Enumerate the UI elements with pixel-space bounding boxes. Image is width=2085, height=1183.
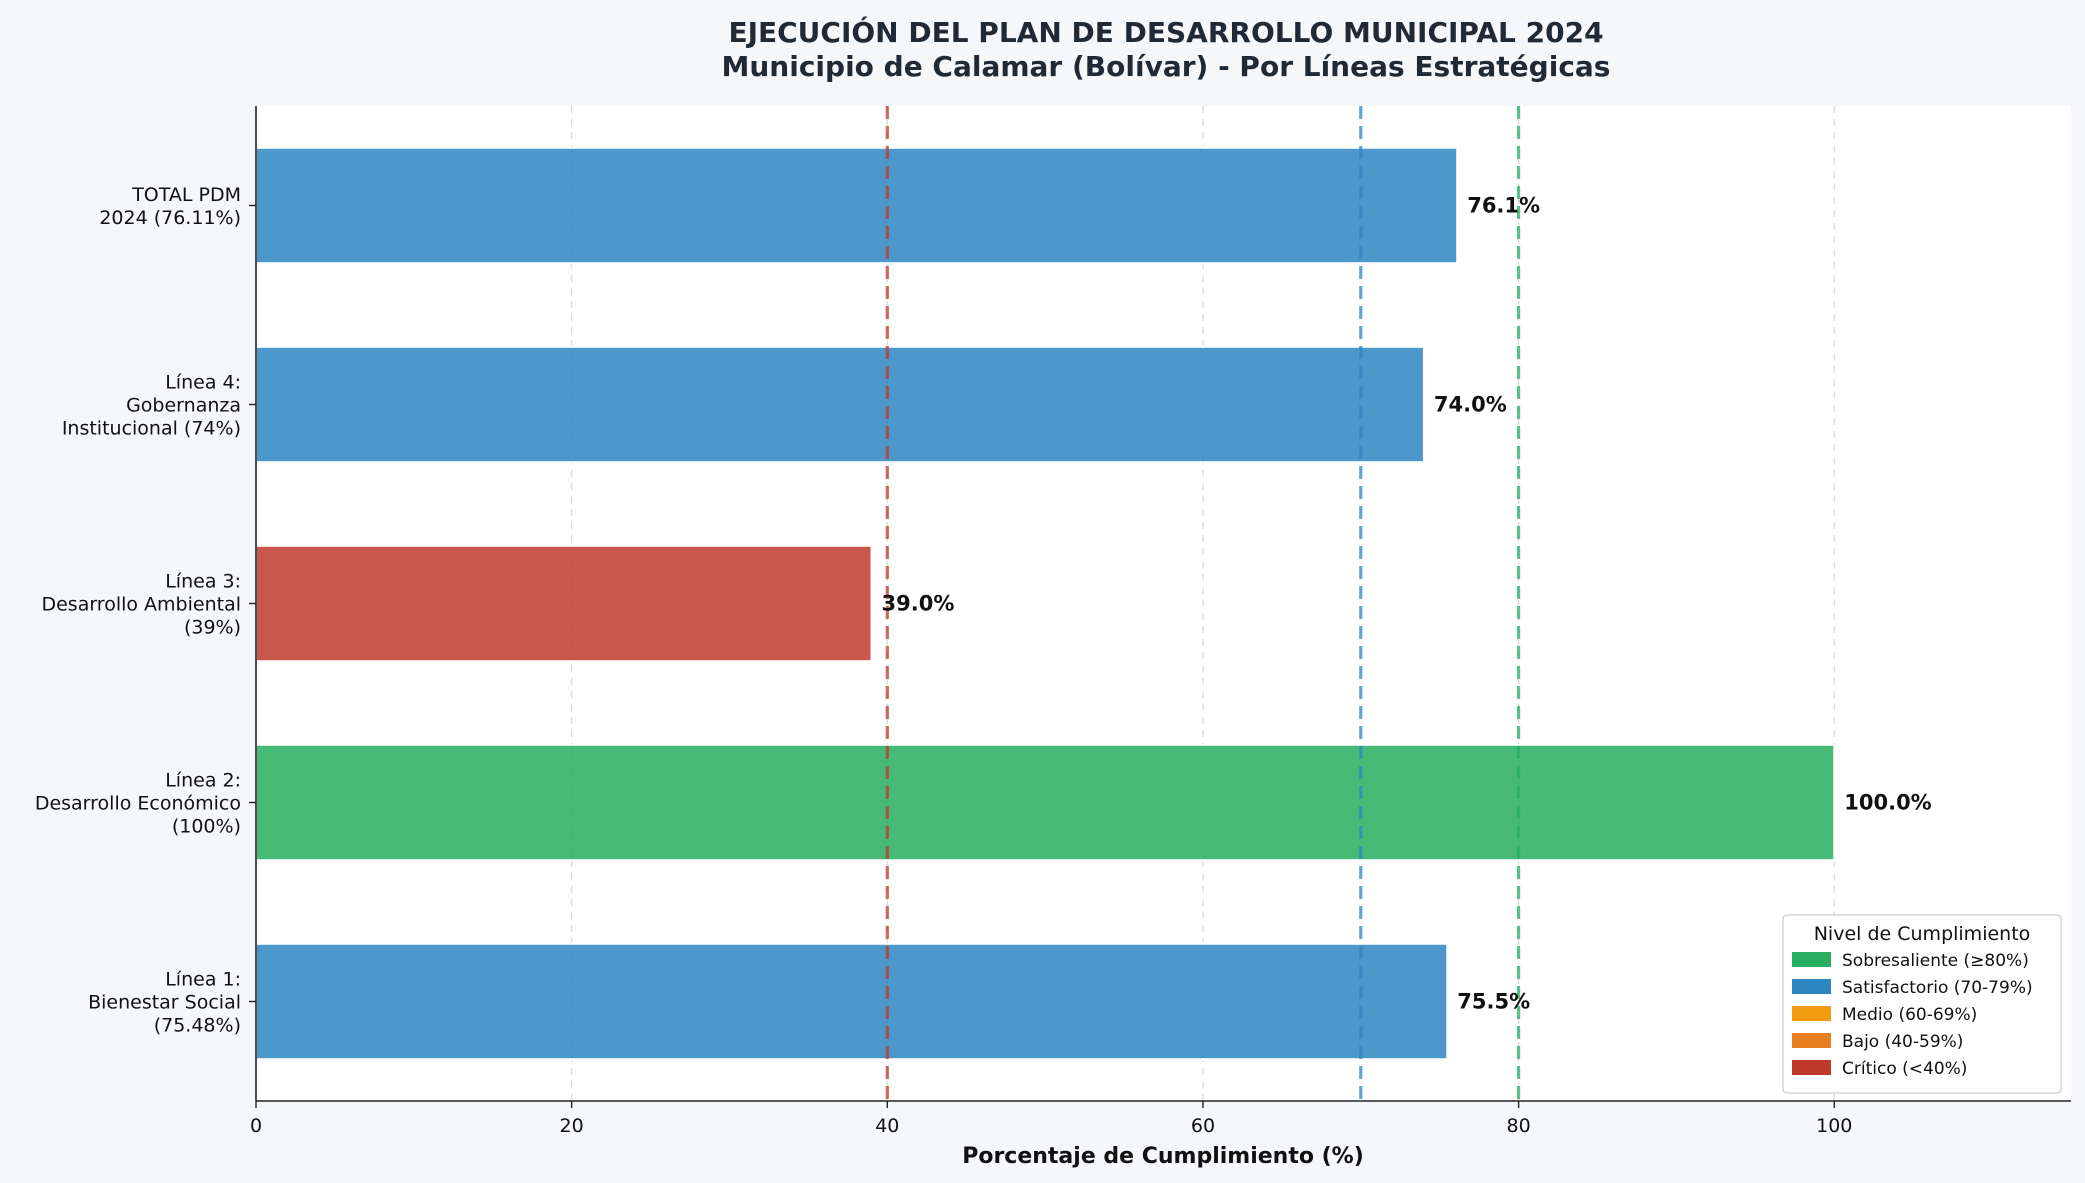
bar: [255, 544, 873, 663]
bar: [255, 743, 1836, 862]
x-tick-label: 0: [250, 1115, 262, 1137]
y-category-label: Desarrollo Ambiental: [41, 594, 241, 616]
legend-item-label: Crítico (<40%): [1842, 1059, 1967, 1079]
y-category-label: (100%): [172, 816, 241, 838]
x-tick-label: 80: [1507, 1115, 1531, 1137]
y-category-label: (75.48%): [154, 1015, 241, 1037]
y-category-label: (39%): [184, 617, 241, 639]
legend: Nivel de Cumplimiento Sobresaliente (≥80…: [1782, 914, 2062, 1094]
x-tick-label: 60: [1191, 1115, 1215, 1137]
bar-value-label: 74.0%: [1434, 393, 1507, 417]
legend-box: [1782, 914, 2062, 1094]
y-category-label: Bienestar Social: [88, 992, 241, 1014]
x-tick-label: 100: [1816, 1115, 1852, 1137]
y-category-label: Línea 3:: [165, 571, 241, 593]
bar-value-label: 100.0%: [1844, 791, 1931, 815]
value-labels: 75.5% 100.0% 39.0% 74.0% 76.1%: [882, 194, 1932, 1014]
bar: [255, 146, 1459, 265]
x-tick-label: 40: [875, 1115, 899, 1137]
y-category-label: Línea 1:: [165, 969, 241, 991]
legend-item-label: Medio (60-69%): [1842, 1005, 1977, 1025]
legend-item-label: Bajo (40-59%): [1842, 1032, 1963, 1052]
legend-title: Nivel de Cumplimiento: [1814, 923, 2031, 945]
bar-value-label: 76.1%: [1467, 194, 1540, 218]
y-category-label: Institucional (74%): [62, 418, 241, 440]
y-category-label: TOTAL PDM: [131, 184, 241, 206]
bars-group: [255, 146, 1836, 1061]
x-ticks: 0 20 40 60 80 100: [250, 1101, 1852, 1137]
y-category-label: 2024 (76.11%): [99, 207, 241, 229]
reference-lines: [885, 106, 1521, 1101]
x-axis-label: Porcentaje de Cumplimiento (%): [962, 1144, 1364, 1169]
legend-swatch: [1792, 952, 1831, 967]
legend-swatch: [1792, 979, 1831, 994]
y-category-label: Gobernanza: [126, 395, 241, 417]
legend-item-label: Sobresaliente (≥80%): [1842, 951, 2029, 971]
bar: [255, 345, 1425, 464]
legend-item-label: Satisfactorio (70-79%): [1842, 978, 2033, 998]
x-tick-label: 20: [560, 1115, 584, 1137]
bar: [255, 942, 1449, 1061]
chart-subtitle: Municipio de Calamar (Bolívar) - Por Lín…: [722, 50, 1611, 83]
y-category-labels: Línea 1:Bienestar Social(75.48%) Línea 2:…: [35, 184, 256, 1037]
y-category-label: Línea 4:: [165, 372, 241, 394]
bar-value-label: 75.5%: [1457, 990, 1530, 1014]
legend-swatch: [1792, 1033, 1831, 1048]
y-category-label: Línea 2:: [165, 770, 241, 792]
legend-swatch: [1792, 1060, 1831, 1075]
chart-title: EJECUCIÓN DEL PLAN DE DESARROLLO MUNICIP…: [728, 15, 1603, 49]
legend-items: Sobresaliente (≥80%) Satisfactorio (70-79…: [1792, 951, 2033, 1079]
bar-value-label: 39.0%: [882, 592, 955, 616]
y-category-label: Desarrollo Económico: [35, 793, 241, 815]
legend-swatch: [1792, 1006, 1831, 1021]
